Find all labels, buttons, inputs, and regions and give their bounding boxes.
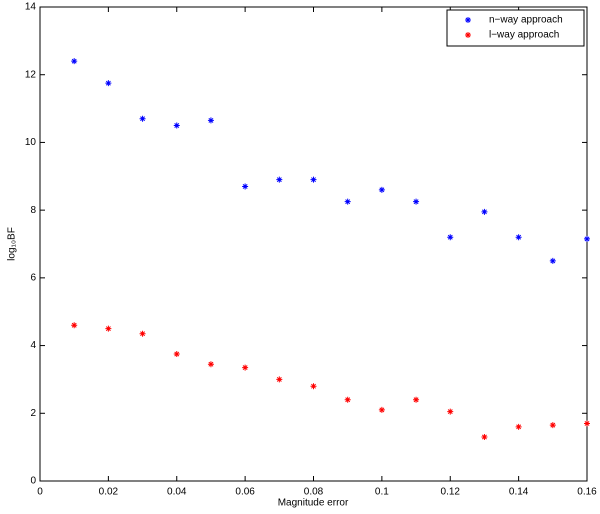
point [276,176,283,183]
y-tick-label: 8 [30,205,36,216]
point [413,396,420,403]
point [207,361,214,368]
y-axis-label: log₁₀BF [7,227,18,261]
legend-label: l−way approach [489,30,559,41]
y-tick-label: 14 [25,2,37,13]
y-tick-label: 6 [30,272,36,283]
point [378,186,385,193]
point [276,376,283,383]
point [242,364,249,371]
x-tick-label: 0.04 [167,487,187,498]
y-tick-label: 10 [25,137,37,148]
point [105,80,112,87]
x-tick-label: 0.16 [577,487,597,498]
y-tick-label: 12 [25,69,37,80]
point [173,351,180,358]
y-tick-label: 4 [30,340,36,351]
point [549,257,556,264]
point [71,58,78,65]
x-tick-label: 0.08 [304,487,324,498]
y-tick-label: 0 [30,476,36,487]
point [447,234,454,241]
plot-frame [39,6,588,482]
point [344,396,351,403]
point [413,198,420,205]
x-tick-label: 0.14 [509,487,529,498]
x-tick-label: 0.02 [99,487,119,498]
point [139,330,146,337]
point [71,322,78,329]
x-tick-label: 0.06 [235,487,255,498]
point [173,122,180,129]
point [242,183,249,190]
point [344,198,351,205]
point [584,420,590,427]
legend-marker [465,17,471,23]
legend-marker [465,32,471,38]
point [310,176,317,183]
point [515,234,522,241]
x-axis-label: Magnitude error [278,498,349,509]
point [378,406,385,413]
x-tick-label: 0.12 [441,487,461,498]
y-tick-label: 2 [30,408,36,419]
point [515,423,522,430]
point [549,422,556,429]
legend-box [446,9,585,47]
point [447,408,454,415]
point [481,208,488,215]
point [481,433,488,440]
point [584,235,590,242]
x-tick-label: 0.1 [375,487,389,498]
point [105,325,112,332]
point [310,383,317,390]
point [139,115,146,122]
legend-label: n−way approach [489,15,563,26]
x-tick-label: 0 [37,487,43,498]
point [207,117,214,124]
